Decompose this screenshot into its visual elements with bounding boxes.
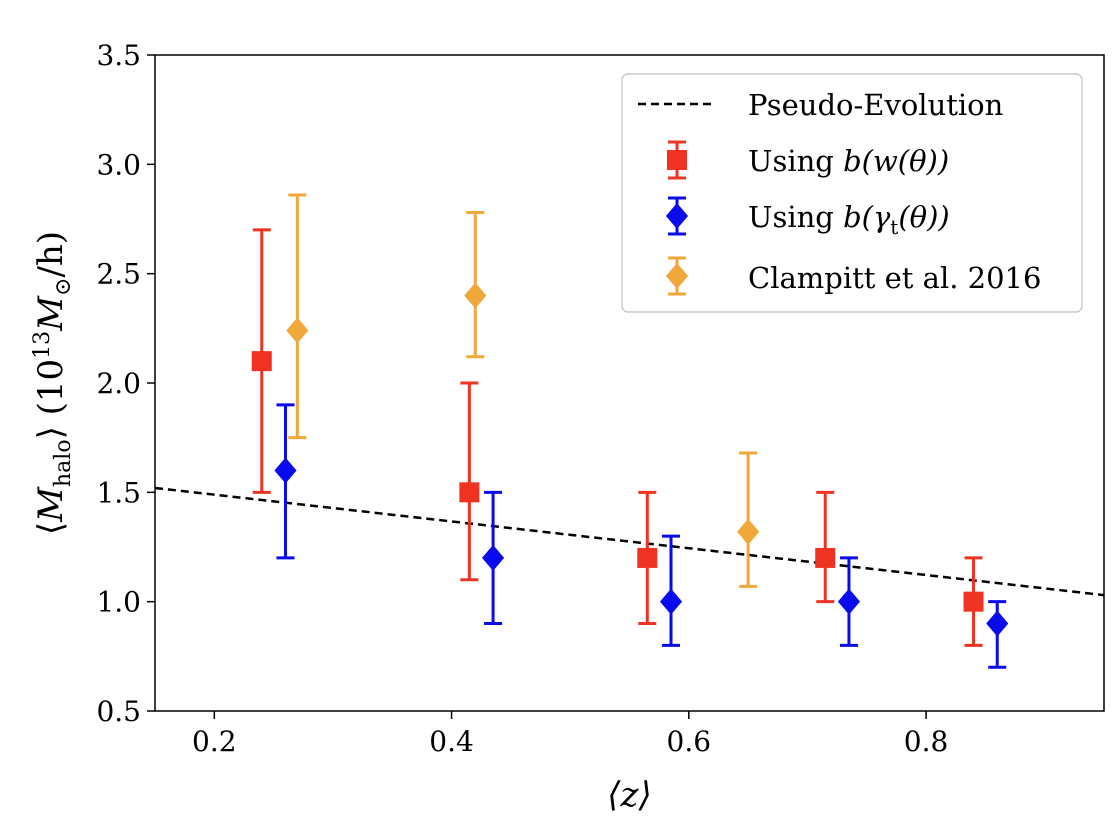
x-tick-label: 0.2 xyxy=(192,725,237,758)
y-axis-label: ⟨Mhalo⟩ (1013M⊙/h) xyxy=(30,231,76,535)
legend: Pseudo-Evolution Using b(w(θ)) Using b(γ… xyxy=(621,73,1083,313)
legend-label-using-b-w-theta: Using b(w(θ)) xyxy=(748,144,949,178)
legend-label-pseudo-evolution: Pseudo-Evolution xyxy=(748,88,1003,122)
legend-label-0-text: Using xyxy=(748,144,843,178)
y-axis-label-sub: halo xyxy=(51,439,76,487)
y-axis-label-sun: ⊙ xyxy=(51,278,76,296)
pseudo-evolution-line xyxy=(154,486,1105,597)
series-2-point xyxy=(286,317,309,344)
legend-label-0-math: b(w(θ)) xyxy=(843,144,949,178)
x-tick-label: 0.6 xyxy=(667,725,712,758)
y-tick-label: 1.5 xyxy=(96,476,141,509)
series-1-point xyxy=(274,457,297,484)
legend-0-point xyxy=(667,150,687,170)
y-axis-label-close: ⟩ (10 xyxy=(31,359,71,440)
series-2-point xyxy=(464,282,487,309)
x-tick-label: 0.8 xyxy=(904,725,949,758)
series-0-point xyxy=(459,482,480,503)
legend-box xyxy=(621,73,1083,313)
series-0-point xyxy=(815,547,836,568)
legend-2-point xyxy=(665,263,689,289)
y-tick-label: 2.5 xyxy=(96,258,141,291)
plot-marks xyxy=(154,193,1105,669)
y-tick-label: 2.0 xyxy=(96,367,141,400)
series-1-point xyxy=(659,588,683,615)
series-2-point xyxy=(737,518,760,545)
series-0-point xyxy=(963,591,984,612)
legend-label-1-math: b(γ xyxy=(843,200,891,234)
legend-label-1-text: Using xyxy=(748,200,843,234)
legend-1-point xyxy=(665,203,689,229)
series-0-point xyxy=(637,547,658,568)
series-1-point xyxy=(482,544,505,571)
y-axis-label-exp: 13 xyxy=(30,331,55,359)
x-tick-label: 0.4 xyxy=(429,725,474,758)
series-2 xyxy=(286,193,760,588)
legend-marker-using-b-gamma-t-theta xyxy=(665,196,689,236)
x-axis-label: ⟨z⟩ xyxy=(607,775,651,815)
legend-label-1-math-end: (θ)) xyxy=(898,200,949,234)
axis-ticks: 0.2 0.4 0.6 0.8 0.5 1.0 1.5 2.0 2.5 3.0 3.5 xyxy=(96,39,948,758)
series-0-point xyxy=(251,351,272,372)
series-1-point xyxy=(837,588,861,615)
legend-label-1-sub: t xyxy=(890,215,898,239)
y-axis-label-open: ⟨ xyxy=(31,522,71,535)
legend-label-clampitt-2016: Clampitt et al. 2016 xyxy=(748,261,1041,295)
y-axis-label-tail: /h) xyxy=(31,231,71,278)
series-1-point xyxy=(986,610,1009,637)
series-1 xyxy=(274,403,1009,669)
series-0 xyxy=(251,228,984,647)
y-tick-label: 3.0 xyxy=(96,148,141,181)
legend-label-using-b-gamma-t-theta: Using b(γt(θ)) xyxy=(748,200,950,239)
y-tick-label: 0.5 xyxy=(96,695,141,728)
legend-marker-clampitt-2016 xyxy=(665,256,689,296)
legend-marker-using-b-w-theta xyxy=(667,140,687,180)
y-axis-label-rest: M xyxy=(31,295,71,332)
y-tick-label: 1.0 xyxy=(96,586,141,619)
y-tick-label: 3.5 xyxy=(96,39,141,72)
y-axis-label-m: M xyxy=(31,486,71,523)
